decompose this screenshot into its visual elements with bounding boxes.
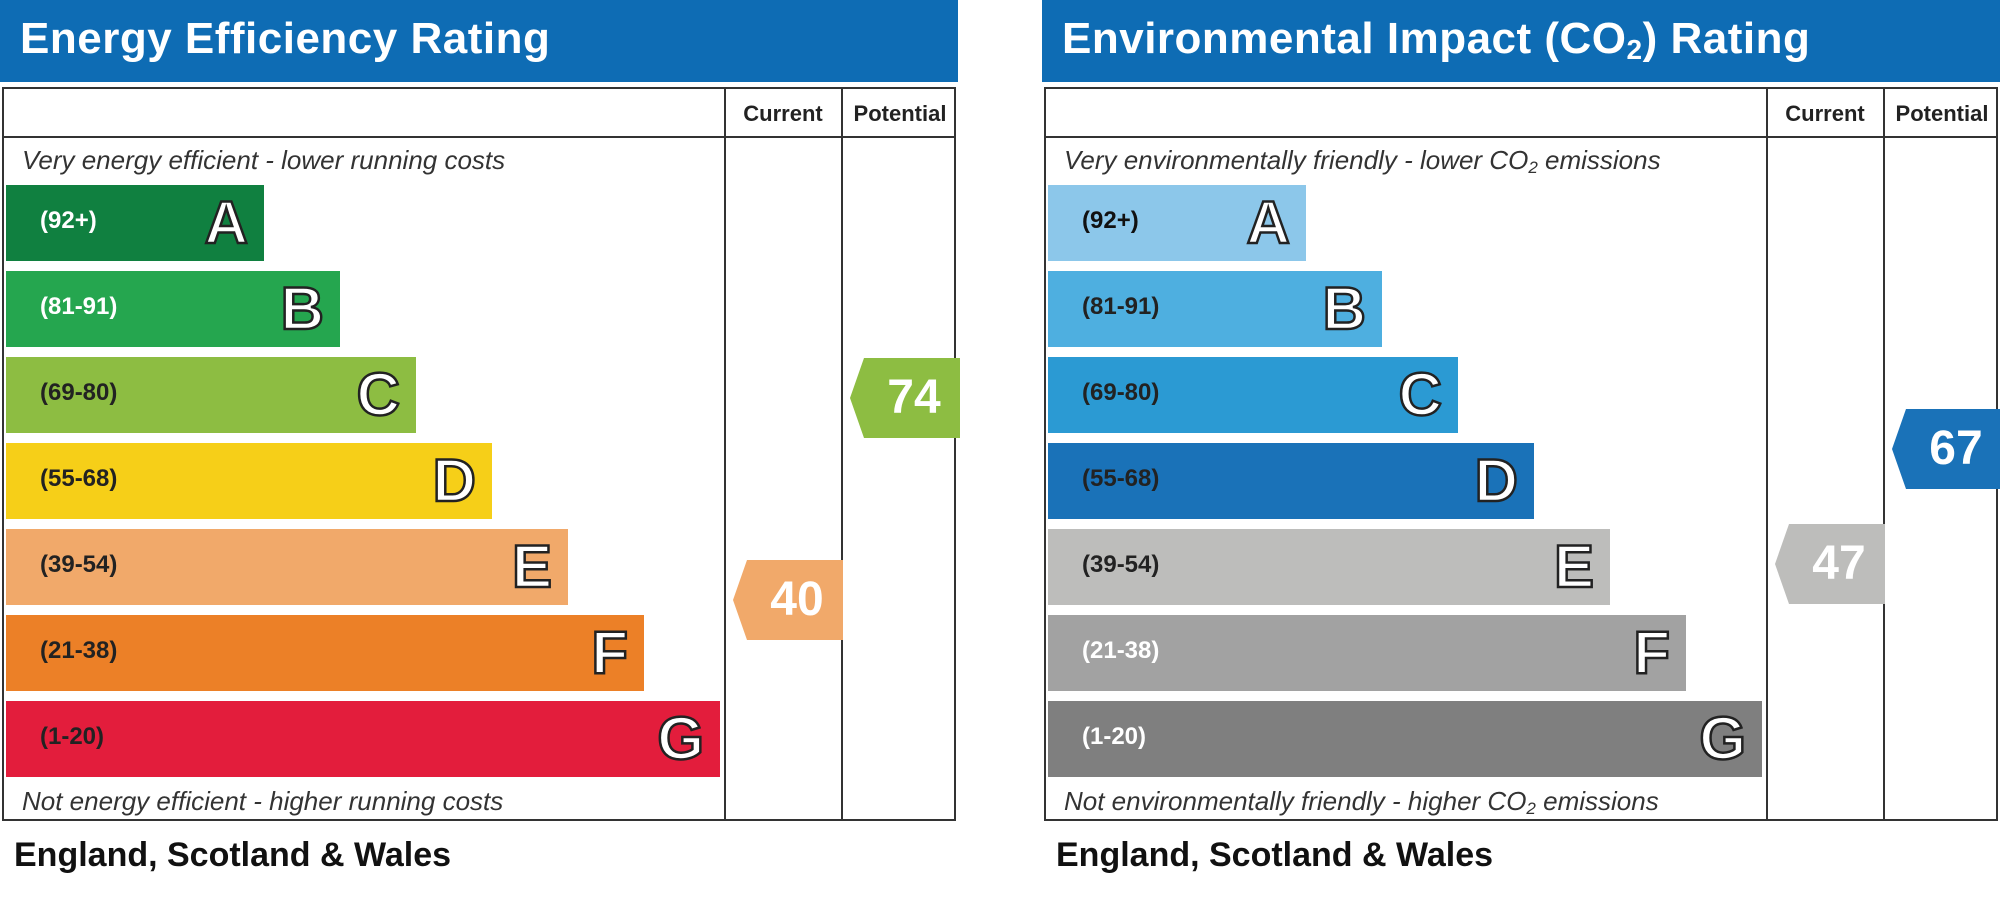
- energy-efficiency-chart: Energy Efficiency Rating Current Potenti…: [0, 0, 960, 899]
- band-a: (92+) A: [1048, 185, 1306, 261]
- current-rating-value: 47: [1812, 537, 1866, 590]
- caption-bottom: Not environmentally friendly - higher CO…: [1064, 786, 1659, 819]
- band-letter: G: [656, 704, 705, 774]
- band-letter: D: [1473, 446, 1519, 516]
- band-f: (21-38) F: [6, 615, 644, 691]
- band-letter: E: [1553, 532, 1596, 602]
- band-range-label: (39-54): [40, 551, 118, 578]
- title-text-part: Environmental Impact (CO: [1062, 14, 1627, 63]
- band-c: (69-80) C: [6, 357, 416, 433]
- column-divider: [841, 89, 843, 819]
- band-letter: E: [511, 532, 554, 602]
- band-range-label: (92+): [1082, 207, 1139, 234]
- potential-rating-value: 67: [1929, 422, 1983, 475]
- band-a: (92+) A: [6, 185, 264, 261]
- caption-subscript: 2: [1528, 158, 1538, 177]
- band-c: (69-80) C: [1048, 357, 1458, 433]
- band-range-label: (21-38): [40, 637, 118, 664]
- band-range-label: (1-20): [1082, 723, 1147, 750]
- band-g: (1-20) G: [6, 701, 720, 777]
- potential-rating-marker: 74: [850, 358, 960, 438]
- current-column-header: Current: [743, 101, 823, 126]
- band-b: (81-91) B: [1048, 271, 1382, 347]
- title-bar: Environmental Impact (CO2) Rating: [1042, 0, 2000, 82]
- band-letter: A: [203, 188, 249, 258]
- region-label: England, Scotland & Wales: [14, 836, 452, 874]
- caption-top: Very environmentally friendly - lower CO…: [1064, 145, 1661, 178]
- current-rating-marker: 40: [733, 560, 843, 640]
- band-letter: F: [1632, 618, 1671, 688]
- caption-text-part: emissions: [1535, 786, 1659, 816]
- band-letter: D: [431, 446, 477, 516]
- band-range-label: (21-38): [1082, 637, 1160, 664]
- column-divider: [1883, 89, 1885, 819]
- chart-title: Environmental Impact (CO2) Rating: [1062, 14, 1810, 66]
- band-range-label: (69-80): [1082, 379, 1160, 406]
- band-letter: G: [1698, 704, 1747, 774]
- title-text-part: ) Rating: [1642, 14, 1811, 63]
- band-g: (1-20) G: [1048, 701, 1762, 777]
- band-range-label: (39-54): [1082, 551, 1160, 578]
- caption-text-part: Not environmentally friendly - higher CO: [1064, 786, 1527, 816]
- band-range-label: (92+): [40, 207, 97, 234]
- band-letter: C: [1397, 360, 1443, 430]
- band-range-label: (69-80): [40, 379, 118, 406]
- rating-table: Current Potential Very environmentally f…: [1044, 87, 2000, 821]
- band-d: (55-68) D: [6, 443, 492, 519]
- caption-text-part: emissions: [1537, 145, 1661, 175]
- potential-column-header: Potential: [1895, 101, 1989, 126]
- caption-subscript: 2: [1526, 799, 1536, 818]
- chart-title: Energy Efficiency Rating: [20, 14, 551, 63]
- band-b: (81-91) B: [6, 271, 340, 347]
- band-f: (21-38) F: [1048, 615, 1686, 691]
- band-letter: B: [279, 274, 325, 344]
- band-letter: F: [590, 618, 629, 688]
- title-bar: Energy Efficiency Rating: [0, 0, 958, 82]
- title-subscript: 2: [1626, 34, 1643, 65]
- current-rating-marker: 47: [1775, 524, 1885, 604]
- band-range-label: (1-20): [40, 723, 105, 750]
- potential-rating-value: 74: [887, 371, 941, 424]
- marker-arrow-shape: [1775, 524, 1885, 604]
- band-d: (55-68) D: [1048, 443, 1534, 519]
- caption-bottom: Not energy efficient - higher running co…: [22, 786, 504, 816]
- band-letter: B: [1321, 274, 1367, 344]
- potential-rating-marker: 67: [1892, 409, 2000, 489]
- environmental-impact-chart: Environmental Impact (CO2) Rating Curren…: [1042, 0, 2000, 899]
- rating-table: Current Potential Very energy efficient …: [2, 87, 960, 821]
- marker-arrow-shape: [733, 560, 843, 640]
- band-range-label: (81-91): [1082, 293, 1160, 320]
- region-label: England, Scotland & Wales: [1056, 836, 1494, 874]
- marker-arrow-shape: [850, 358, 960, 438]
- header-divider: [4, 136, 954, 138]
- caption-text-part: Very environmentally friendly - lower CO: [1064, 145, 1529, 175]
- band-e: (39-54) E: [6, 529, 568, 605]
- column-divider: [1766, 89, 1768, 819]
- band-letter: C: [355, 360, 401, 430]
- band-range-label: (55-68): [1082, 465, 1160, 492]
- current-column-header: Current: [1785, 101, 1865, 126]
- column-divider: [724, 89, 726, 819]
- band-e: (39-54) E: [1048, 529, 1610, 605]
- caption-top: Very energy efficient - lower running co…: [22, 145, 506, 175]
- marker-arrow-shape: [1892, 409, 2000, 489]
- band-range-label: (81-91): [40, 293, 118, 320]
- current-rating-value: 40: [770, 573, 824, 626]
- band-range-label: (55-68): [40, 465, 118, 492]
- header-divider: [1046, 136, 1996, 138]
- potential-column-header: Potential: [853, 101, 947, 126]
- band-letter: A: [1245, 188, 1291, 258]
